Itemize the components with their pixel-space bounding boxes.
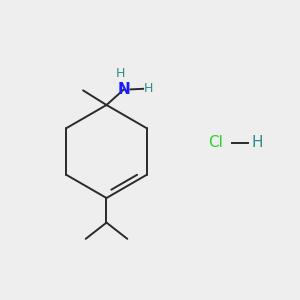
Text: H: H: [252, 135, 263, 150]
Text: H: H: [116, 67, 125, 80]
Text: N: N: [118, 82, 130, 97]
Text: H: H: [144, 82, 153, 95]
Text: Cl: Cl: [208, 135, 224, 150]
